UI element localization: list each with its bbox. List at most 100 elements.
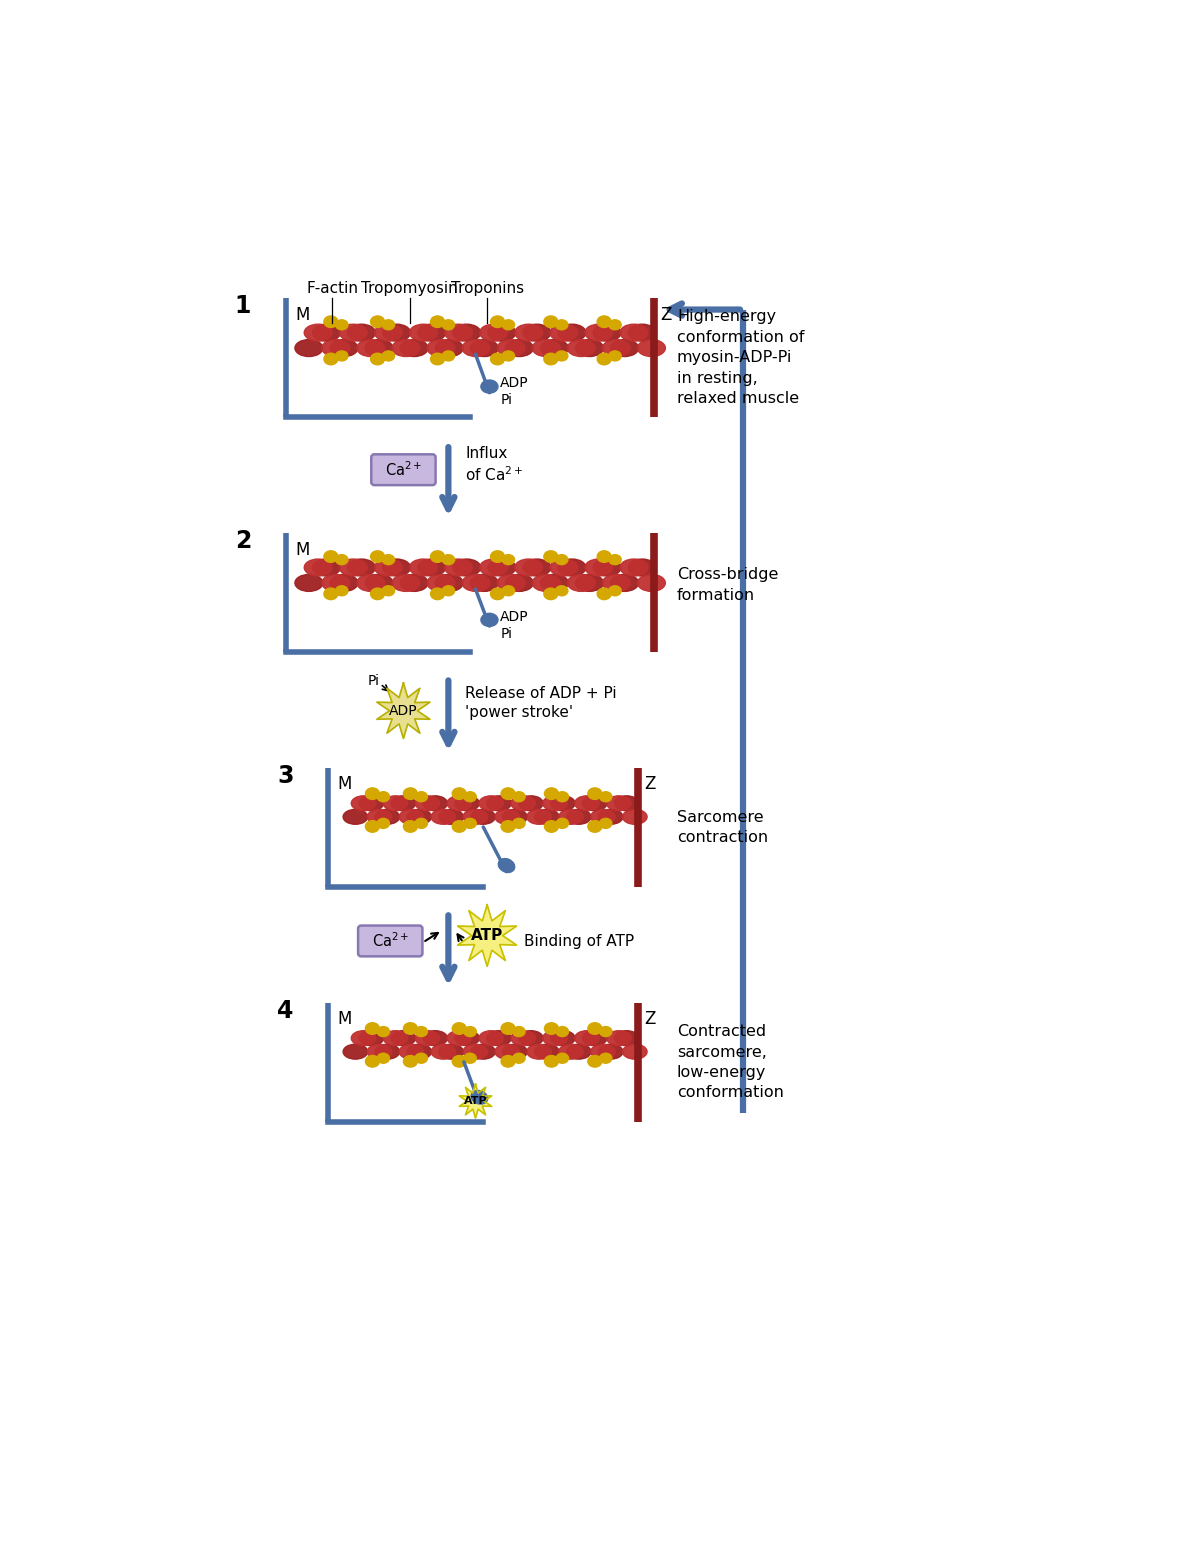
Ellipse shape: [576, 575, 604, 592]
Ellipse shape: [545, 820, 558, 832]
Ellipse shape: [340, 325, 367, 342]
Ellipse shape: [407, 809, 432, 825]
Ellipse shape: [431, 315, 444, 328]
Ellipse shape: [356, 575, 385, 592]
Ellipse shape: [480, 559, 508, 576]
Polygon shape: [457, 905, 517, 966]
Ellipse shape: [602, 575, 630, 592]
Ellipse shape: [494, 809, 520, 825]
Ellipse shape: [584, 325, 613, 342]
Ellipse shape: [502, 554, 515, 565]
Ellipse shape: [487, 795, 511, 811]
Text: ADP: ADP: [500, 376, 529, 390]
Ellipse shape: [383, 559, 410, 576]
Ellipse shape: [481, 613, 498, 626]
Text: M: M: [295, 306, 310, 323]
Ellipse shape: [418, 325, 445, 342]
Ellipse shape: [598, 353, 611, 365]
Ellipse shape: [470, 1044, 496, 1059]
Text: Tropomyosin: Tropomyosin: [361, 281, 458, 295]
Ellipse shape: [544, 551, 558, 562]
Text: Sarcomere
contraction: Sarcomere contraction: [677, 809, 768, 845]
Ellipse shape: [324, 551, 338, 562]
Ellipse shape: [584, 559, 613, 576]
Text: Pi: Pi: [500, 393, 512, 407]
Ellipse shape: [462, 575, 490, 592]
Ellipse shape: [415, 1031, 439, 1045]
Ellipse shape: [366, 787, 379, 800]
Ellipse shape: [324, 353, 338, 365]
Ellipse shape: [614, 1031, 638, 1045]
Ellipse shape: [637, 340, 665, 357]
Ellipse shape: [512, 818, 526, 828]
Ellipse shape: [512, 792, 526, 801]
Ellipse shape: [600, 1053, 612, 1064]
Ellipse shape: [431, 353, 444, 365]
Text: Ca$^{2+}$: Ca$^{2+}$: [372, 932, 409, 950]
Ellipse shape: [614, 795, 638, 811]
Ellipse shape: [409, 559, 437, 576]
Ellipse shape: [505, 575, 533, 592]
Ellipse shape: [415, 1053, 427, 1064]
Ellipse shape: [566, 809, 592, 825]
Ellipse shape: [356, 340, 385, 357]
Ellipse shape: [540, 340, 569, 357]
Ellipse shape: [383, 1031, 408, 1045]
Ellipse shape: [558, 559, 586, 576]
Ellipse shape: [491, 589, 504, 599]
Ellipse shape: [515, 325, 542, 342]
Ellipse shape: [494, 1044, 520, 1059]
Ellipse shape: [409, 325, 437, 342]
Ellipse shape: [556, 818, 569, 828]
Ellipse shape: [575, 795, 599, 811]
Ellipse shape: [576, 340, 604, 357]
Ellipse shape: [606, 1031, 631, 1045]
Ellipse shape: [305, 559, 332, 576]
Ellipse shape: [523, 559, 551, 576]
Ellipse shape: [382, 320, 395, 329]
Text: Contracted
sarcomere,
low-energy
conformation: Contracted sarcomere, low-energy conform…: [677, 1023, 784, 1101]
Ellipse shape: [518, 1031, 544, 1045]
Text: 3: 3: [277, 764, 294, 787]
Ellipse shape: [515, 559, 542, 576]
Ellipse shape: [551, 1031, 575, 1045]
Ellipse shape: [365, 340, 392, 357]
Ellipse shape: [470, 809, 496, 825]
Ellipse shape: [415, 1027, 427, 1036]
Ellipse shape: [606, 795, 631, 811]
Ellipse shape: [444, 325, 473, 342]
Ellipse shape: [382, 585, 395, 596]
Ellipse shape: [371, 353, 384, 365]
Ellipse shape: [382, 351, 395, 360]
Ellipse shape: [550, 559, 577, 576]
Text: Cross-bridge
formation: Cross-bridge formation: [677, 567, 779, 603]
Ellipse shape: [550, 325, 577, 342]
Ellipse shape: [442, 585, 455, 596]
Ellipse shape: [452, 1023, 466, 1034]
Ellipse shape: [431, 589, 444, 599]
Ellipse shape: [376, 1044, 400, 1059]
Ellipse shape: [491, 551, 504, 562]
Ellipse shape: [365, 575, 392, 592]
Ellipse shape: [502, 351, 515, 360]
Ellipse shape: [588, 787, 602, 800]
Ellipse shape: [503, 809, 527, 825]
Ellipse shape: [491, 315, 504, 328]
Ellipse shape: [352, 795, 376, 811]
Ellipse shape: [637, 575, 665, 592]
Ellipse shape: [568, 575, 595, 592]
Ellipse shape: [551, 795, 575, 811]
Ellipse shape: [556, 792, 569, 801]
Ellipse shape: [382, 554, 395, 565]
Ellipse shape: [623, 809, 647, 825]
Ellipse shape: [444, 559, 473, 576]
Ellipse shape: [511, 1031, 535, 1045]
Ellipse shape: [324, 315, 338, 328]
Text: Binding of ATP: Binding of ATP: [524, 935, 635, 949]
Ellipse shape: [403, 787, 418, 800]
Ellipse shape: [588, 820, 602, 832]
Ellipse shape: [556, 1027, 569, 1036]
Ellipse shape: [376, 809, 400, 825]
Ellipse shape: [464, 818, 476, 828]
Ellipse shape: [436, 575, 463, 592]
